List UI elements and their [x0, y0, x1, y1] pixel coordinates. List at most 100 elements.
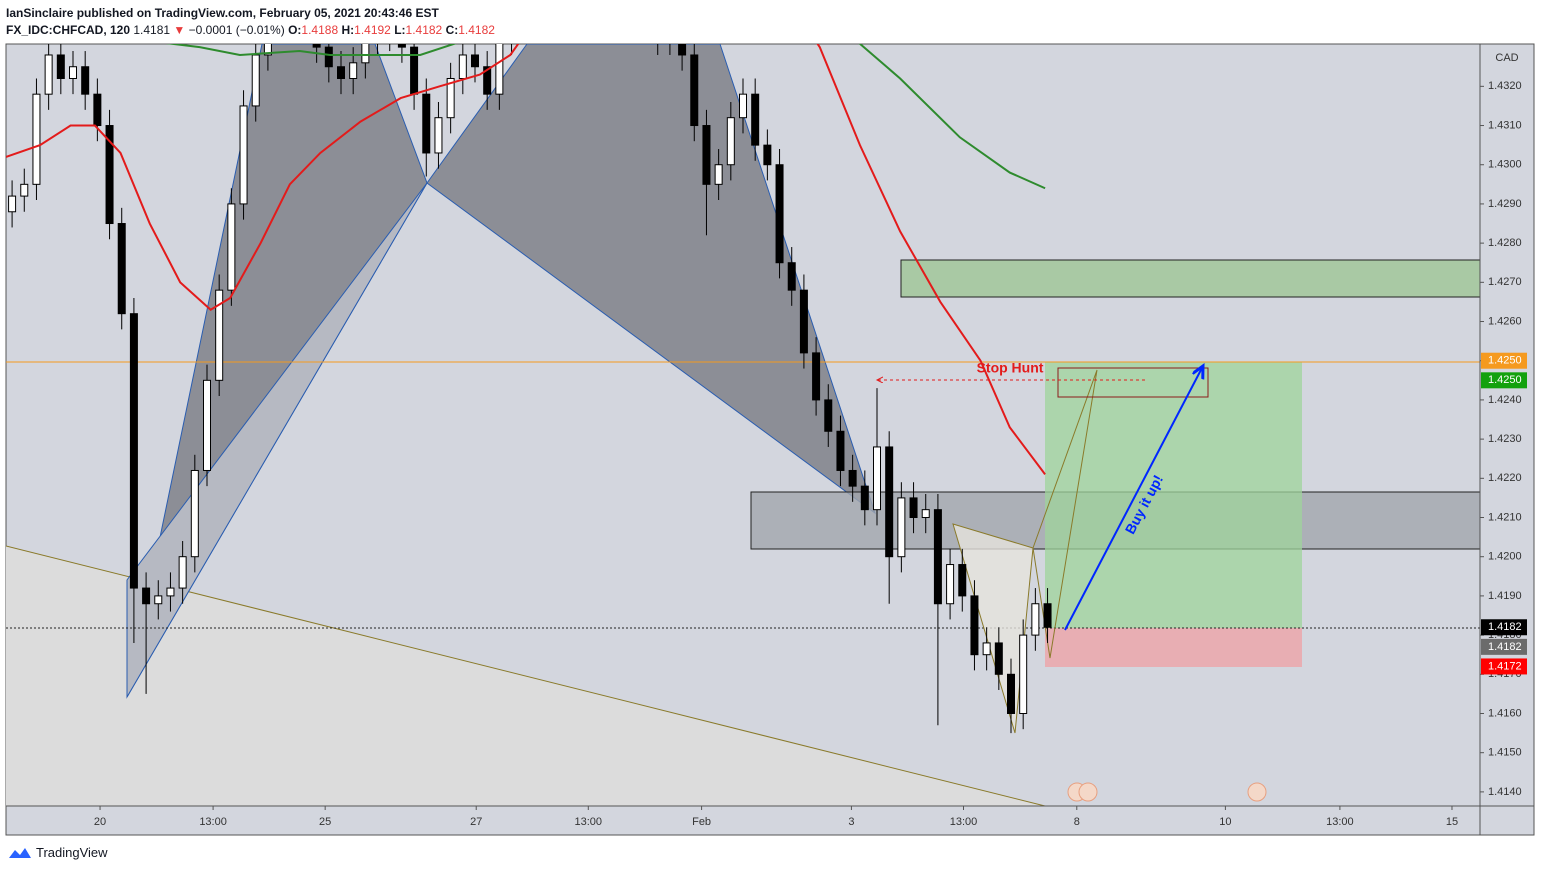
candle-body — [860, 485, 869, 511]
event-icon — [1247, 782, 1267, 802]
candle-body — [836, 430, 845, 471]
candle-body — [190, 469, 199, 558]
candle-body — [458, 54, 467, 79]
candle-body — [970, 595, 979, 656]
candle-body — [105, 125, 114, 225]
candle-body — [56, 54, 65, 79]
pattern — [126, 182, 428, 699]
candle-body — [239, 105, 248, 205]
candle-body — [20, 183, 29, 197]
y-tick-label: 1.4150 — [1488, 747, 1522, 759]
price-badge-label: 1.4182 — [1488, 641, 1522, 653]
y-tick-label: 1.4200 — [1488, 551, 1522, 563]
x-tick-label: 20 — [94, 816, 106, 828]
c: 1.4182 — [458, 23, 495, 37]
price-badge — [1481, 658, 1527, 675]
candle-body — [337, 66, 345, 79]
y-tick-label: 1.4320 — [1488, 80, 1522, 92]
candle-body — [690, 54, 699, 127]
x-tick-label: Feb — [692, 816, 711, 828]
plot: Stop Hunt Buy it up! — [6, 0, 1480, 806]
candle-body — [154, 595, 163, 605]
y-tick-label: 1.4280 — [1488, 237, 1522, 249]
change: −0.0001 (−0.01%) — [188, 23, 285, 37]
candle-body — [301, 16, 308, 28]
buy-arrow — [1064, 366, 1203, 631]
candle-body — [787, 262, 796, 291]
candle-body — [386, 24, 393, 36]
l: 1.4182 — [405, 23, 443, 37]
o-label: O: — [288, 23, 302, 37]
candle-body — [726, 117, 735, 166]
y-tick-label: 1.4300 — [1488, 159, 1522, 171]
candle-body — [324, 46, 333, 68]
candle-body — [897, 497, 906, 558]
x-tick-label: 8 — [1074, 816, 1080, 828]
candle-body — [921, 509, 930, 519]
candle-body — [178, 556, 187, 589]
candle-body — [166, 587, 175, 597]
candle-body — [933, 509, 942, 605]
candle-body — [1031, 603, 1040, 636]
candle-body — [422, 93, 431, 154]
candle-body — [361, 44, 370, 64]
candle-body — [69, 66, 77, 79]
pattern — [426, 44, 876, 515]
x-tick-label: 13:00 — [950, 816, 978, 828]
y-tick-label: 1.4190 — [1488, 590, 1522, 602]
candle-body — [8, 195, 17, 213]
candle-body — [678, 44, 687, 56]
candle-body — [434, 117, 443, 154]
candle-body — [848, 469, 857, 487]
candle-body — [812, 352, 821, 401]
y-tick-label: 1.4220 — [1488, 472, 1522, 484]
y-tick-label: 1.4310 — [1488, 119, 1522, 131]
candle-body — [471, 54, 479, 68]
candle-body — [32, 93, 41, 185]
x-tick-label: 3 — [848, 816, 854, 828]
o: 1.4188 — [301, 23, 339, 37]
candle-body — [446, 77, 455, 119]
candle-body — [483, 66, 492, 95]
x-tick-label: 13:00 — [199, 816, 227, 828]
candle-body — [263, 44, 272, 56]
candle-body — [1043, 603, 1052, 628]
loss-zone — [1045, 628, 1302, 667]
price-badge — [1481, 352, 1527, 369]
candle-body — [994, 642, 1003, 675]
candle-body — [958, 564, 967, 597]
moving-average — [6, 44, 1046, 475]
candle-body — [739, 93, 747, 119]
x-tick-label: 15 — [1446, 816, 1458, 828]
y-tick-label: 1.4290 — [1488, 198, 1522, 210]
price-badge-label: 1.4182 — [1488, 621, 1522, 633]
h-label: H: — [341, 23, 355, 37]
candle-body — [763, 144, 772, 166]
candle-body — [873, 446, 881, 511]
target-zone — [900, 259, 1480, 298]
stop-box — [1057, 367, 1209, 398]
candle-body — [312, 44, 321, 48]
candle-body — [642, 0, 649, 16]
candle-body — [397, 44, 406, 48]
brand: TradingView — [36, 845, 108, 860]
candle-body — [824, 399, 833, 432]
candle-body — [775, 164, 784, 264]
x-tick-label: 25 — [319, 816, 331, 828]
candle-body — [714, 164, 723, 185]
logo — [9, 847, 31, 858]
candle-body — [508, 8, 515, 39]
arrow: ▼ — [173, 23, 186, 37]
c-label: C: — [445, 23, 459, 37]
h: 1.4192 — [354, 23, 391, 37]
candle-body — [654, 16, 661, 40]
candle-body — [982, 642, 991, 656]
y-tick-label: 1.4210 — [1488, 511, 1522, 523]
candle-body — [702, 125, 711, 185]
candle-body — [289, 8, 296, 16]
footer: TradingView — [8, 845, 108, 860]
price-badge-label: 1.4172 — [1488, 660, 1522, 672]
x-tick-label: 13:00 — [1326, 816, 1354, 828]
